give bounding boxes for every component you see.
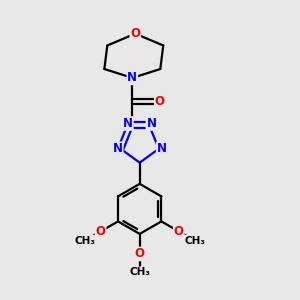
Text: O: O	[135, 248, 145, 260]
Text: O: O	[96, 225, 106, 238]
Text: O: O	[174, 225, 184, 238]
Text: O: O	[155, 95, 165, 108]
Text: N: N	[146, 117, 156, 130]
Text: N: N	[157, 142, 167, 155]
Text: O: O	[130, 27, 140, 40]
Text: N: N	[127, 71, 137, 84]
Text: CH₃: CH₃	[184, 236, 205, 245]
Text: N: N	[123, 117, 133, 130]
Text: CH₃: CH₃	[74, 236, 95, 245]
Text: CH₃: CH₃	[129, 267, 150, 277]
Text: N: N	[113, 142, 123, 155]
